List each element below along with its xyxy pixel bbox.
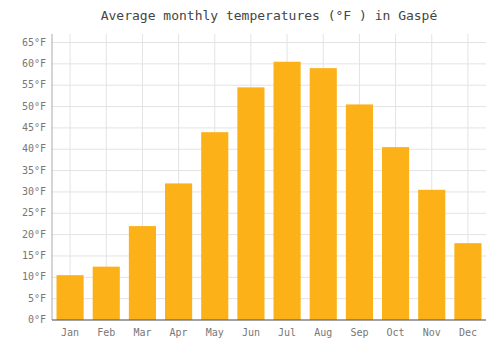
x-tick-label: Jul xyxy=(278,327,296,338)
y-grid-line xyxy=(52,63,486,64)
y-tick-label: 30°F xyxy=(22,186,46,197)
y-tick-label: 65°F xyxy=(22,37,46,48)
x-tick-label: Mar xyxy=(133,327,151,338)
x-tick-label: Aug xyxy=(314,327,332,338)
x-tick-label: Nov xyxy=(423,327,441,338)
bar xyxy=(237,87,264,320)
y-grid-line xyxy=(52,127,486,128)
y-grid-line xyxy=(52,170,486,171)
x-axis-line xyxy=(52,319,486,320)
bar xyxy=(93,267,120,320)
y-tick-label: 45°F xyxy=(22,122,46,133)
grid xyxy=(52,34,486,320)
y-tick-label: 35°F xyxy=(22,165,46,176)
y-tick-label: 20°F xyxy=(22,229,46,240)
bar xyxy=(201,132,228,320)
chart-container: 0°F 5°F 10°F 15°F 20°F 25°F 30°F 35°F 40°F 45°F 50… xyxy=(0,0,500,350)
x-tick-label: Sep xyxy=(350,327,368,338)
y-tick-label: 0°F xyxy=(28,314,46,325)
bar xyxy=(57,275,84,320)
x-tick-label: Jun xyxy=(242,327,260,338)
bar xyxy=(310,68,337,320)
x-tick-label: May xyxy=(206,327,224,338)
bar xyxy=(129,226,156,320)
y-tick-label: 15°F xyxy=(22,250,46,261)
y-tick-label: 55°F xyxy=(22,79,46,90)
chart-svg: 0°F 5°F 10°F 15°F 20°F 25°F 30°F 35°F 40°F 45°F 50… xyxy=(0,0,500,350)
x-tick-label: Apr xyxy=(170,327,188,338)
bar xyxy=(165,183,192,320)
y-axis-line xyxy=(52,34,53,320)
y-tick-label: 50°F xyxy=(22,101,46,112)
y-ticks: 0°F 5°F 10°F 15°F 20°F 25°F 30°F 35°F 40°F 45°F 50… xyxy=(22,37,46,325)
bar xyxy=(454,243,481,320)
bar xyxy=(346,104,373,320)
y-grid-line xyxy=(52,149,486,150)
y-tick-label: 40°F xyxy=(22,143,46,154)
bars xyxy=(57,62,482,320)
y-tick-label: 5°F xyxy=(28,293,46,304)
y-tick-label: 10°F xyxy=(22,271,46,282)
x-tick-label: Dec xyxy=(459,327,477,338)
y-tick-label: 25°F xyxy=(22,207,46,218)
y-grid-line xyxy=(52,320,486,321)
bar xyxy=(418,190,445,320)
bar xyxy=(274,62,301,320)
title: Average monthly temperatures (°F ) in Ga… xyxy=(101,8,438,23)
x-ticks: Jan Feb Mar Apr May Jun Jul Aug Sep Oct Nov Dec xyxy=(61,327,477,338)
y-tick-label: 60°F xyxy=(22,58,46,69)
y-grid-line xyxy=(52,42,486,43)
y-grid-line xyxy=(52,85,486,86)
x-tick-label: Oct xyxy=(387,327,405,338)
x-tick-label: Feb xyxy=(97,327,115,338)
y-grid-line xyxy=(52,106,486,107)
bar xyxy=(382,147,409,320)
x-tick-label: Jan xyxy=(61,327,79,338)
